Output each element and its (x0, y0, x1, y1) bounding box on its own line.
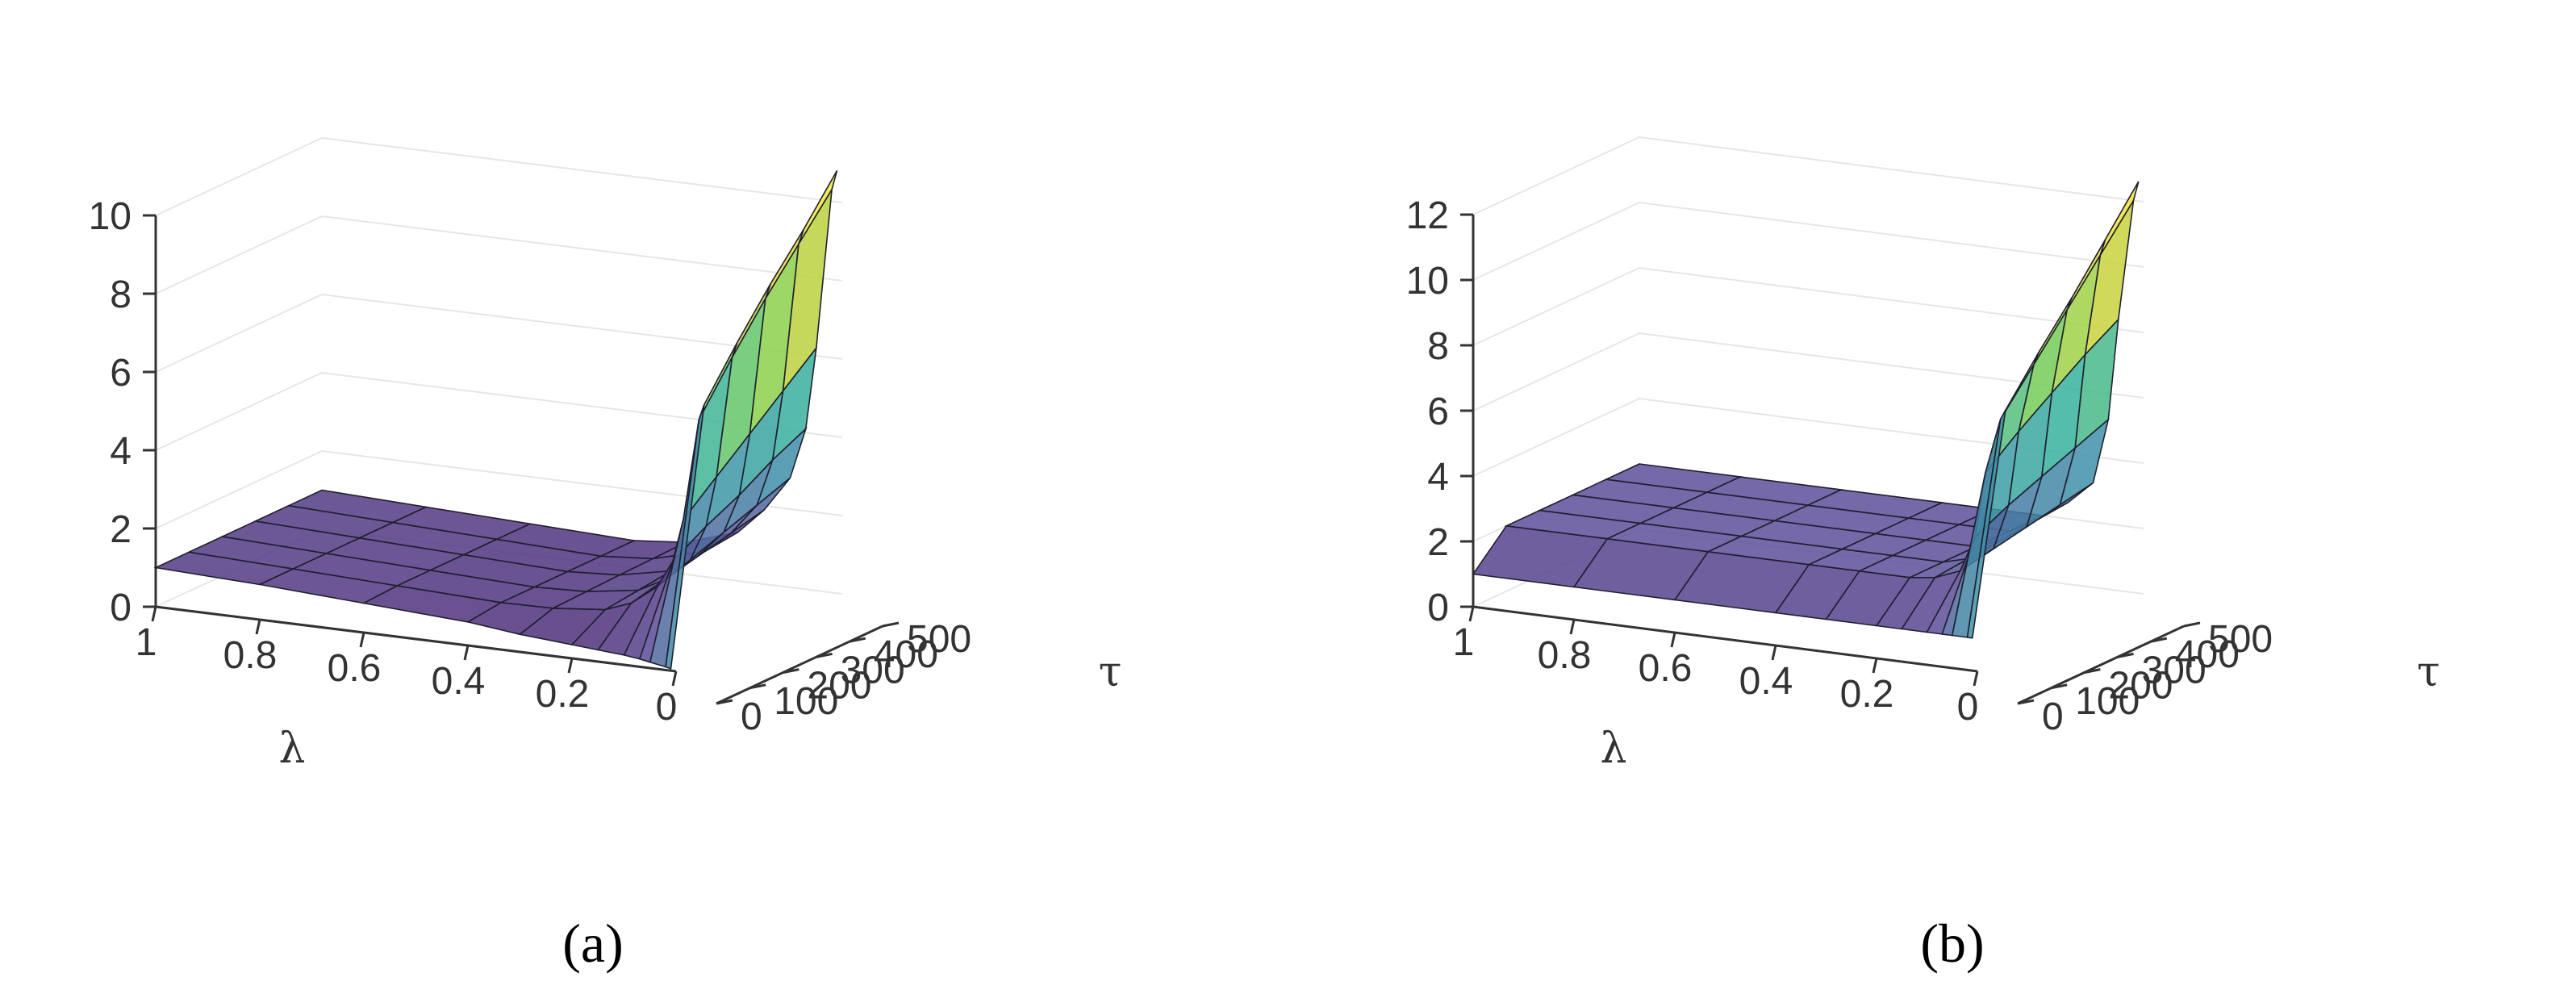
lambda-tick-label: 0.4 (1739, 660, 1793, 703)
lambda-tick-label: 1 (1453, 621, 1475, 664)
lambda-tick (1468, 606, 1475, 622)
tau-tick (816, 652, 833, 658)
z-tick-label: 12 (1406, 194, 1449, 237)
surface-patch (1966, 409, 2006, 639)
tau-tick (2017, 699, 2035, 705)
lambda-tick (151, 606, 157, 622)
z-tick-label: 6 (110, 352, 132, 395)
tau-tick-label: 400 (874, 633, 938, 676)
tau-tick-label: 300 (2142, 649, 2207, 691)
lambda-tick (1872, 658, 1878, 674)
tau-tick-label: 100 (774, 680, 838, 723)
lambda-tick (255, 619, 261, 635)
surface-patch (665, 404, 705, 670)
z-tick-label: 8 (110, 274, 132, 316)
z-tick-label: 10 (1406, 260, 1449, 303)
lambda-axis (1472, 605, 1978, 673)
lambda-tick (567, 658, 574, 674)
tau-tick-label: 400 (2175, 633, 2240, 676)
tau-tick (2117, 652, 2134, 658)
tau-tick-label: 200 (2108, 665, 2173, 708)
lambda-axis-label: λ (1601, 725, 1627, 773)
tau-tick-label: 100 (2075, 680, 2140, 723)
lambda-tick (1771, 645, 1777, 661)
tau-tick (2050, 683, 2068, 690)
tau-axis-label: τ (1099, 648, 1122, 696)
tau-tick (2084, 668, 2101, 675)
gridline-z (1472, 201, 2144, 281)
lambda-tick-label: 0 (1957, 686, 1979, 729)
lambda-tick-label: 0.8 (1538, 634, 1592, 677)
lambda-tick-label: 0.6 (1639, 647, 1693, 690)
caption-b: (b) (1920, 913, 1984, 974)
gridline-z (1472, 266, 2144, 346)
z-tick-label: 0 (110, 587, 132, 629)
gridline-z (1472, 136, 2144, 215)
tau-tick (882, 621, 900, 628)
gridline-z (155, 293, 843, 373)
z-tick-label: 2 (1427, 521, 1449, 564)
z-tick-label: 6 (1427, 391, 1449, 433)
lambda-axis-label: λ (279, 725, 306, 773)
tau-tick-label: 0 (2042, 696, 2064, 738)
tau-tick (716, 699, 733, 705)
lambda-tick-label: 0.2 (536, 673, 590, 716)
z-tick-label: 8 (1427, 325, 1449, 368)
tau-axis (716, 624, 883, 705)
z-tick-label: 4 (1427, 456, 1449, 499)
tau-axis-label: τ (2417, 648, 2440, 696)
gridline-z (155, 371, 843, 451)
gridline-z (1472, 332, 2144, 411)
lambda-axis (155, 605, 677, 673)
tau-tick-label: 200 (807, 665, 871, 708)
lambda-tick (359, 632, 365, 648)
lambda-tick (1670, 632, 1676, 648)
gridline-z (155, 136, 843, 216)
lambda-tick (463, 645, 470, 661)
tau-tick-label: 500 (907, 618, 971, 661)
lambda-tick-label: 0.4 (432, 660, 486, 703)
z-tick-label: 4 (110, 430, 132, 473)
tau-tick-label: 500 (2208, 618, 2273, 661)
tau-tick (2150, 637, 2168, 643)
lambda-tick-label: 1 (136, 621, 157, 664)
tau-axis (2017, 624, 2185, 705)
tau-tick (849, 637, 866, 643)
lambda-tick (1569, 619, 1576, 635)
lambda-tick (671, 670, 678, 687)
gridline-z (155, 215, 843, 294)
z-tick-label: 2 (110, 508, 132, 551)
tau-tick (2183, 621, 2201, 628)
gridline-z (1472, 397, 2144, 477)
gridline-z (155, 449, 843, 529)
tau-tick-label: 300 (841, 649, 905, 691)
lambda-tick-label: 0.6 (328, 647, 382, 690)
lambda-tick-label: 0 (656, 686, 678, 729)
lambda-tick (1973, 670, 1979, 687)
tau-tick (749, 683, 766, 690)
z-tick-label: 10 (89, 195, 132, 238)
tau-tick-label: 0 (741, 696, 762, 738)
lambda-tick-label: 0.8 (223, 634, 278, 677)
lambda-tick-label: 0.2 (1840, 673, 1894, 716)
tau-tick (783, 668, 800, 675)
caption-a: (a) (562, 913, 623, 974)
z-tick-label: 0 (1427, 587, 1449, 629)
